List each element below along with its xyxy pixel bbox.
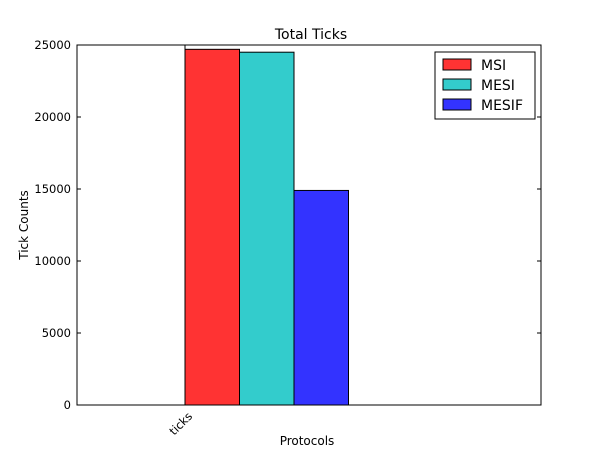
y-tick-label: 25000 [34,38,71,52]
bars-group [184,48,349,406]
chart-title: Total Ticks [274,27,347,43]
y-tick-label: 10000 [34,254,71,268]
plot-frame [76,44,542,406]
legend-label-mesif: MESIF [481,98,523,114]
y-axis: 0 5000 10000 15000 20000 25000 [34,38,541,412]
legend-label-msi: MSI [481,58,506,74]
legend-swatch-msi [442,58,472,71]
x-axis-label: Protocols [280,434,335,448]
y-tick-label: 15000 [34,182,71,196]
legend-swatch-mesif [442,98,472,111]
y-axis-label: Tick Counts [17,190,31,261]
legend-swatch-mesi [442,78,472,91]
legend: MSI MESI MESIF [434,51,536,120]
legend-label-mesi: MESI [481,78,515,94]
y-tick-label: 20000 [34,110,71,124]
bar-mesi-ticks [239,51,295,406]
bar-mesif-ticks [293,189,349,406]
y-tick-label: 5000 [42,326,71,340]
y-tick-label: 0 [64,398,71,412]
bar-msi-ticks [184,48,240,406]
x-tick-label: ticks [166,409,195,438]
